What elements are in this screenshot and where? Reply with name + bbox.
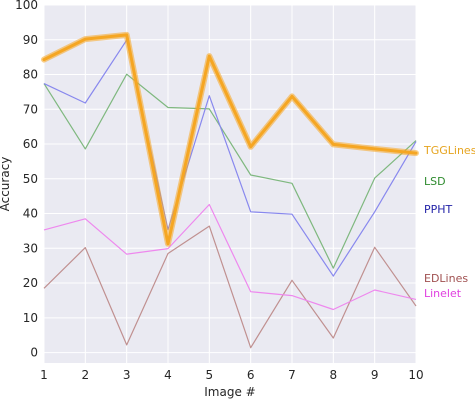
series-line-lsd xyxy=(43,73,417,269)
y-tick-label: 60 xyxy=(23,137,38,151)
y-tick-label: 80 xyxy=(23,68,38,82)
plot-background xyxy=(44,5,416,363)
x-axis-title: Image # xyxy=(204,385,255,399)
y-tick-label: 20 xyxy=(23,276,38,290)
y-tick-label: 100 xyxy=(15,0,38,12)
legend: TGGLines LSD PPHT EDLines Linelet xyxy=(423,144,475,300)
legend-label-edlines: EDLines xyxy=(424,272,468,285)
series-line-tgglines xyxy=(42,33,418,246)
x-tick-label: 1 xyxy=(40,368,48,382)
y-tick-label: 50 xyxy=(23,172,38,186)
grid-x xyxy=(43,5,417,363)
series-layer xyxy=(41,31,419,349)
x-tick-label: 7 xyxy=(288,368,296,382)
x-tick-label: 3 xyxy=(123,368,131,382)
y-tick-labels: 0 10 20 30 40 50 60 70 80 90 100 xyxy=(15,0,38,360)
x-tick-label: 8 xyxy=(330,368,338,382)
x-tick-label: 5 xyxy=(206,368,214,382)
series-line-edlines xyxy=(43,225,417,349)
legend-label-lsd: LSD xyxy=(424,175,446,188)
legend-label-linelet: Linelet xyxy=(424,287,462,300)
x-tick-label: 10 xyxy=(408,368,423,382)
legend-label-tgglines: TGGLines xyxy=(423,144,475,157)
x-tick-label: 2 xyxy=(82,368,90,382)
y-tick-label: 70 xyxy=(23,102,38,116)
series-line-ppht xyxy=(43,39,417,277)
series-line-linelet xyxy=(43,203,417,311)
x-tick-label: 6 xyxy=(247,368,255,382)
x-tick-labels: 1 2 3 4 5 6 7 8 9 10 xyxy=(40,368,423,382)
y-tick-label: 30 xyxy=(23,241,38,255)
x-tick-label: 4 xyxy=(164,368,172,382)
y-tick-label: 90 xyxy=(23,33,38,47)
y-axis-title: Accuracy xyxy=(0,157,12,212)
y-tick-label: 0 xyxy=(30,346,38,360)
legend-label-ppht: PPHT xyxy=(424,203,453,216)
x-tick-label: 9 xyxy=(371,368,379,382)
y-tick-label: 10 xyxy=(23,311,38,325)
y-tick-label: 40 xyxy=(23,207,38,221)
